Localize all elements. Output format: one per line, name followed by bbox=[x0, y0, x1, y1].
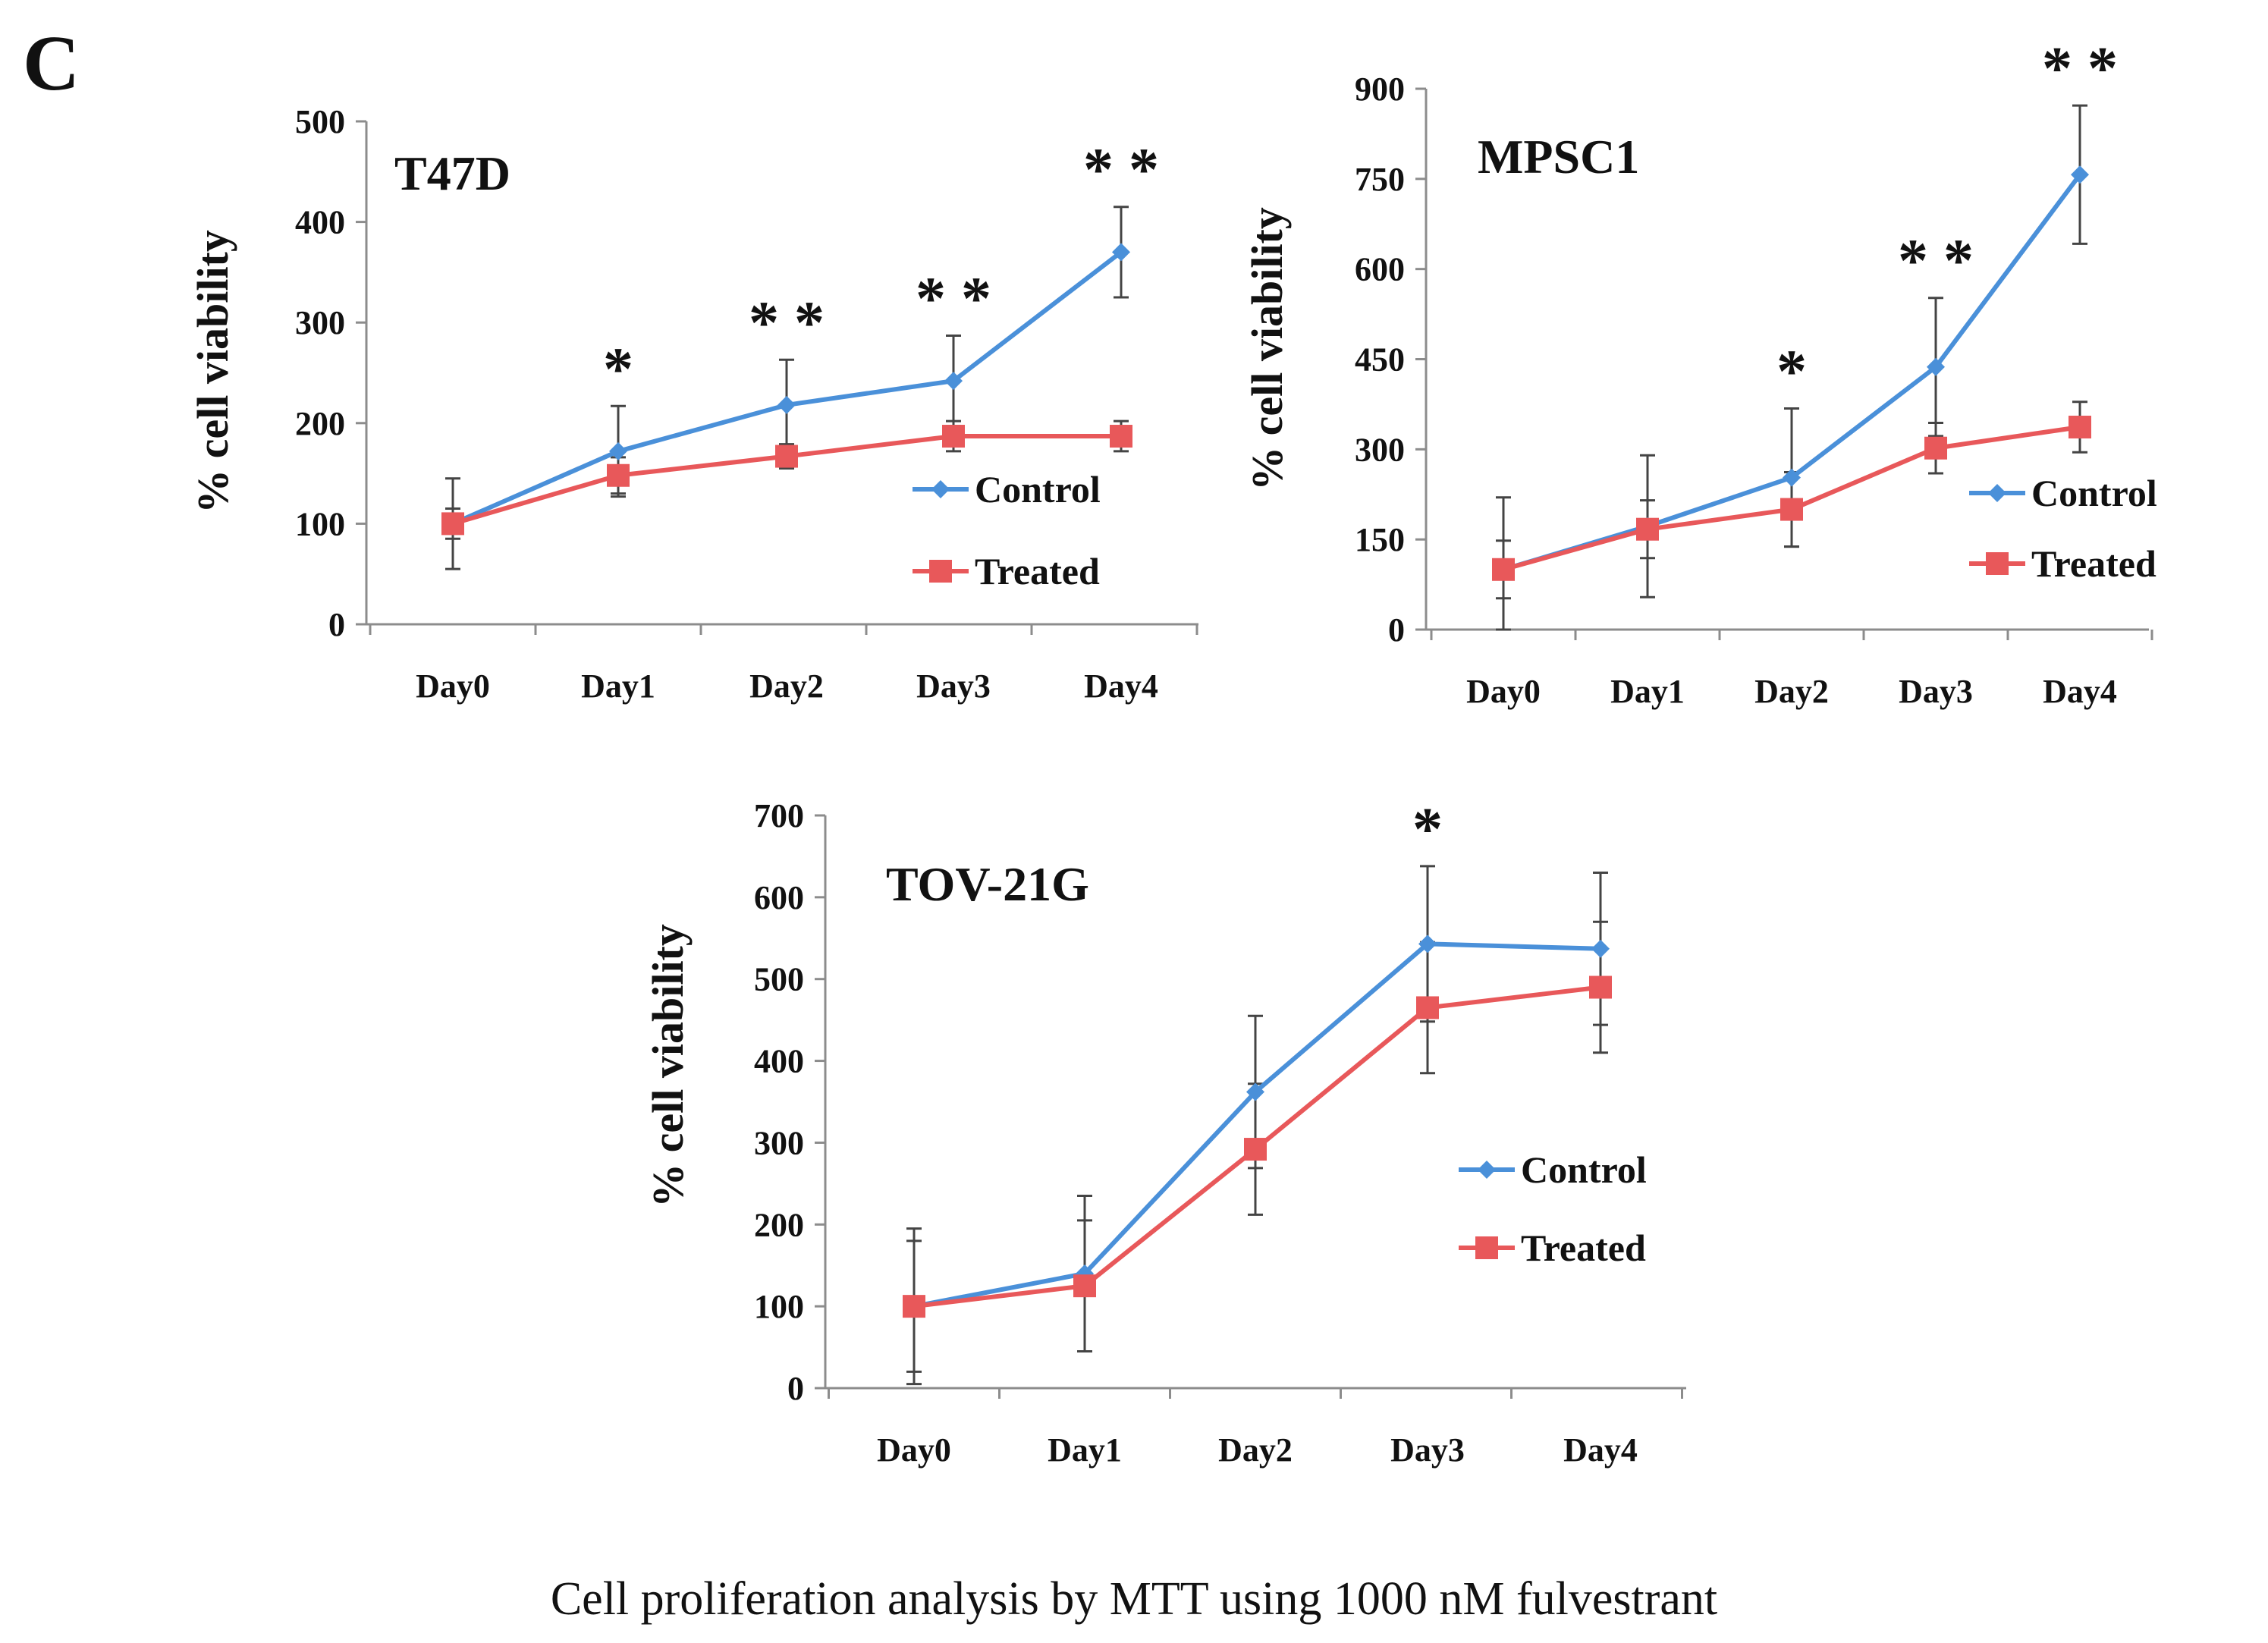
significance-marker: * * bbox=[916, 265, 991, 332]
data-point-treated bbox=[607, 463, 630, 487]
caption: Cell proliferation analysis by MTT using… bbox=[551, 1573, 1717, 1625]
y-tick-label: 0 bbox=[1388, 611, 1405, 649]
significance-marker: * * bbox=[1083, 137, 1159, 204]
significance-marker: * bbox=[1412, 796, 1443, 863]
chart-title: MPSC1 bbox=[1478, 130, 1639, 184]
legend-marker bbox=[929, 560, 952, 583]
data-point-control bbox=[777, 395, 796, 414]
data-point-control bbox=[944, 372, 963, 391]
legend-label-treated: Treated bbox=[975, 550, 1100, 592]
y-tick-label: 200 bbox=[754, 1206, 804, 1243]
data-point-treated bbox=[2069, 416, 2091, 439]
chart-title: T47D bbox=[394, 146, 510, 200]
significance-marker: * bbox=[1776, 338, 1807, 405]
x-tick-label: Day2 bbox=[749, 668, 824, 705]
chart-title: TOV-21G bbox=[886, 857, 1089, 911]
y-tick-label: 500 bbox=[295, 103, 345, 140]
legend-label-control: Control bbox=[2031, 472, 2157, 514]
y-tick-label: 450 bbox=[1355, 341, 1405, 379]
significance-marker: * bbox=[603, 336, 633, 403]
data-point-control bbox=[609, 441, 627, 460]
significance-marker: * * bbox=[749, 290, 825, 357]
data-point-treated bbox=[1924, 436, 1947, 460]
charts: 0 100 200 300 400 500 Day0 Day1 Day2 Day3 Day4 T47D… bbox=[188, 36, 2157, 1469]
legend-label-control: Control bbox=[975, 468, 1101, 510]
x-tick-label: Day3 bbox=[1899, 673, 1973, 710]
x-tick-label: Day1 bbox=[1048, 1431, 1122, 1469]
y-tick-label: 200 bbox=[295, 405, 345, 442]
y-tick-label: 400 bbox=[295, 204, 345, 241]
x-tick-label: Day4 bbox=[2043, 673, 2117, 710]
y-tick-label: 600 bbox=[754, 879, 804, 916]
data-point-control bbox=[1418, 935, 1437, 953]
y-tick-label: 300 bbox=[1355, 431, 1405, 468]
legend-label-treated: Treated bbox=[2031, 542, 2156, 585]
x-tick-label: Day1 bbox=[1610, 673, 1685, 710]
data-point-treated bbox=[1073, 1274, 1096, 1298]
y-tick-label: 750 bbox=[1355, 161, 1405, 198]
data-point-treated bbox=[1416, 996, 1439, 1019]
y-tick-label: 600 bbox=[1355, 251, 1405, 288]
data-point-control bbox=[2071, 165, 2089, 184]
y-axis-label: % cell viability bbox=[643, 924, 693, 1208]
data-point-control bbox=[1927, 357, 1945, 376]
figure-label: C bbox=[23, 20, 80, 107]
data-point-treated bbox=[1110, 425, 1132, 448]
chart-panel-1: 0 100 200 300 400 500 Day0 Day1 Day2 Day3 Day4 T47D… bbox=[188, 103, 1198, 705]
y-tick-label: 0 bbox=[787, 1370, 804, 1407]
y-tick-label: 500 bbox=[754, 961, 804, 998]
legend-label-treated: Treated bbox=[1521, 1227, 1646, 1269]
data-point-treated bbox=[942, 425, 965, 448]
y-tick-label: 300 bbox=[754, 1124, 804, 1161]
data-point-treated bbox=[441, 512, 464, 536]
data-point-treated bbox=[1636, 517, 1659, 541]
data-point-control bbox=[1783, 468, 1801, 487]
x-tick-label: Day0 bbox=[416, 668, 490, 705]
y-tick-label: 0 bbox=[328, 606, 345, 643]
data-point-treated bbox=[1780, 498, 1803, 521]
y-axis-label: % cell viability bbox=[188, 230, 237, 514]
data-point-control bbox=[1112, 243, 1130, 262]
x-tick-label: Day2 bbox=[1218, 1431, 1293, 1469]
data-point-treated bbox=[903, 1295, 925, 1318]
data-point-treated bbox=[1589, 975, 1612, 999]
data-point-control bbox=[1591, 939, 1610, 958]
chart-panel-3: 0 100 200 300 400 500 600 700 Day0 Day1 Day2 Day3 Da… bbox=[643, 796, 1686, 1469]
x-tick-label: Day4 bbox=[1563, 1431, 1638, 1469]
x-tick-label: Day4 bbox=[1084, 668, 1158, 705]
chart-panel-2: 0 150 300 450 600 750 900 Day0 Day1 Day2 Day3 Day4 M… bbox=[1242, 36, 2157, 710]
data-point-treated bbox=[1492, 558, 1515, 581]
x-tick-label: Day2 bbox=[1754, 673, 1829, 710]
y-tick-label: 900 bbox=[1355, 71, 1405, 108]
x-tick-label: Day1 bbox=[581, 668, 655, 705]
x-tick-label: Day0 bbox=[877, 1431, 951, 1469]
y-tick-label: 100 bbox=[754, 1288, 804, 1325]
legend-marker bbox=[1475, 1236, 1498, 1259]
legend-marker bbox=[931, 480, 950, 498]
legend-marker bbox=[1986, 552, 2009, 575]
data-point-control bbox=[1246, 1082, 1264, 1101]
x-tick-label: Day0 bbox=[1466, 673, 1541, 710]
y-tick-label: 150 bbox=[1355, 521, 1405, 558]
y-axis-label: % cell viability bbox=[1242, 207, 1292, 491]
data-point-treated bbox=[1244, 1138, 1267, 1161]
significance-marker: * * bbox=[2042, 36, 2118, 102]
legend-marker bbox=[1478, 1161, 1496, 1179]
x-tick-label: Day3 bbox=[1390, 1431, 1465, 1469]
significance-marker: * * bbox=[1898, 228, 1974, 295]
data-point-treated bbox=[775, 445, 798, 468]
legend-label-control: Control bbox=[1521, 1148, 1647, 1191]
y-tick-label: 700 bbox=[754, 797, 804, 834]
y-tick-label: 300 bbox=[295, 304, 345, 341]
y-tick-label: 400 bbox=[754, 1043, 804, 1080]
x-tick-label: Day3 bbox=[916, 668, 991, 705]
legend-marker bbox=[1988, 484, 2006, 502]
y-tick-label: 100 bbox=[295, 505, 345, 542]
